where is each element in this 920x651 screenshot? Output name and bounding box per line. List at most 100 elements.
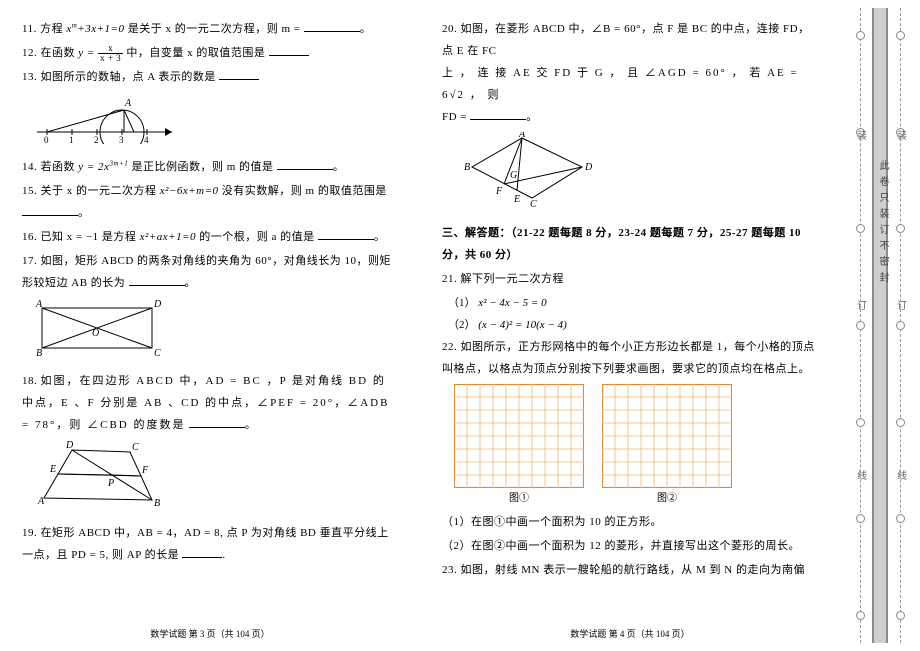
expr: y = 2x3m+1: [78, 161, 131, 173]
circle-icon: [856, 514, 865, 523]
q19: 19. 在矩形 ABCD 中，AB = 4，AD = 8, 点 P 为对角线 B…: [22, 522, 398, 566]
circle-icon: [896, 321, 905, 330]
text: 的一个根，则 a 的值是: [199, 231, 314, 243]
q17: 17. 如图，矩形 ABCD 的两条对角线的夹角为 60°，对角线长为 10，则…: [22, 250, 398, 294]
q11: 11. 方程 xm+3x+1=0 是关于 x 的一元二次方程，则 m = 。: [22, 18, 398, 40]
fraction: x x + 3: [98, 44, 123, 63]
svg-text:2: 2: [94, 135, 99, 144]
q13: 13. 如图所示的数轴，点 A 表示的数是: [22, 66, 398, 88]
q22: 22. 如图所示，正方形网格中的每个小正方形边长都是 1，每个小格的顶点叫格点，…: [442, 336, 818, 380]
circle-icon: [856, 611, 865, 620]
fig-rectangle: AD BC O: [32, 298, 398, 366]
fig-quadrilateral: AB CD EF P: [32, 440, 398, 518]
svg-text:G: G: [510, 170, 517, 181]
bind-text: 订: [893, 300, 908, 316]
svg-text:P: P: [107, 478, 114, 489]
q16: 16. 已知 x = −1 是方程 x²+ax+1=0 的一个根，则 a 的值是…: [22, 226, 398, 248]
binding-strip: 装 订 线 此卷只装订不密封 装 订 线: [840, 0, 920, 651]
svg-text:F: F: [495, 186, 503, 197]
svg-text:E: E: [49, 464, 56, 475]
svg-text:D: D: [153, 299, 162, 310]
text: 如图，矩形 ABCD 的两条对角线的夹角为 60°，对角线长为 10，则矩形较短…: [22, 255, 391, 289]
bind-col-right: 装 订 线: [880, 0, 920, 651]
grid-1: 图①: [454, 384, 584, 509]
text: 如图，射线 MN 表示一艘轮船的航行路线，从 M 到 N 的走向为南偏: [461, 564, 805, 576]
svg-text:A: A: [518, 132, 526, 140]
bind-text: 订: [853, 300, 868, 316]
circle-icon: [856, 224, 865, 233]
q-num: 18.: [22, 375, 37, 387]
text: 是关于 x 的一元二次方程，则 m =: [128, 23, 301, 35]
q12: 12. 在函数 y = x x + 3 中，自变量 x 的取值范围是: [22, 42, 398, 64]
page-footer: 数学试题 第 3 页（共 104 页）: [0, 625, 420, 643]
blank: [129, 277, 185, 286]
grid-svg: [602, 384, 732, 488]
svg-text:3: 3: [119, 135, 124, 144]
svg-text:D: D: [65, 440, 74, 451]
bind-inner-text: 此卷只装订不密封: [875, 160, 890, 288]
grid-2: 图②: [602, 384, 732, 509]
section-3-heading: 三、解答题：（21-22 题每题 8 分，23-24 题每题 7 分，25-27…: [442, 222, 818, 266]
fig-number-line: 0 1 2 3 4 A: [32, 92, 398, 152]
grid-svg: [454, 384, 584, 488]
q21: 21. 解下列一元二次方程: [442, 268, 818, 290]
text: 已知 x = −1 是方程: [41, 231, 137, 243]
svg-text:A: A: [124, 98, 132, 109]
q-num: 12.: [22, 47, 37, 59]
svg-text:C: C: [530, 199, 537, 210]
text: 在函数: [41, 47, 76, 59]
blank: [269, 47, 309, 56]
expr: (x − 4)² = 10(x − 4): [478, 319, 566, 331]
svg-text:4: 4: [144, 135, 149, 144]
svg-text:O: O: [92, 328, 99, 339]
circle-icon: [896, 418, 905, 427]
bind-text: 装: [853, 130, 868, 146]
q23: 23. 如图，射线 MN 表示一艘轮船的航行路线，从 M 到 N 的走向为南偏: [442, 559, 818, 581]
q15: 15. 关于 x 的一元二次方程 x²−6x+m=0 没有实数解，则 m 的取值…: [22, 180, 398, 224]
circle-icon: [896, 611, 905, 620]
q-num: 22.: [442, 341, 457, 353]
expr: y =: [78, 47, 98, 59]
svg-text:A: A: [37, 496, 45, 507]
svg-text:B: B: [464, 162, 470, 173]
q-num: 21.: [442, 273, 457, 285]
svg-text:1: 1: [69, 135, 74, 144]
label: （2）: [448, 319, 476, 331]
blank: [22, 207, 78, 216]
caption: 图①: [454, 489, 584, 509]
denom: x + 3: [98, 54, 123, 63]
quad-svg: AB CD EF P: [32, 440, 172, 510]
svg-text:F: F: [141, 465, 149, 476]
q-num: 19.: [22, 527, 37, 539]
q22-sub2: （2）在图②中画一个面积为 12 的菱形，并直接写出这个菱形的周长。: [442, 535, 818, 557]
q-num: 23.: [442, 564, 457, 576]
svg-text:B: B: [36, 348, 42, 358]
text: 若函数: [41, 161, 76, 173]
q-num: 16.: [22, 231, 37, 243]
text: 关于 x 的一元二次方程: [41, 185, 157, 197]
q-num: 11.: [22, 23, 37, 35]
svg-text:B: B: [154, 498, 160, 509]
blank: [304, 23, 360, 32]
blank: [277, 161, 333, 170]
text: 上 ， 连 接 AE 交 FD 于 G ， 且 ∠AGD = 60° ， 若 A…: [442, 67, 799, 101]
text: 解下列一元二次方程: [461, 273, 565, 285]
circles: [880, 12, 920, 639]
fig-rhombus: AD BC FE G: [452, 132, 818, 218]
page-3: 11. 方程 xm+3x+1=0 是关于 x 的一元二次方程，则 m = 。 1…: [0, 0, 420, 651]
blank: [182, 549, 222, 558]
circle-icon: [856, 31, 865, 40]
circle-icon: [856, 321, 865, 330]
svg-text:C: C: [154, 348, 161, 358]
q-num: 20.: [442, 23, 457, 35]
blank: [219, 71, 259, 80]
text: 是正比例函数，则 m 的值是: [131, 161, 273, 173]
grid-figures: 图① 图②: [454, 384, 818, 509]
q18: 18. 如图，在四边形 ABCD 中，AD = BC ，P 是对角线 BD 的中…: [22, 370, 398, 436]
text: FD =: [442, 111, 467, 123]
q21-sub1: （1） x² − 4x − 5 = 0: [448, 292, 818, 314]
svg-text:0: 0: [44, 135, 49, 144]
text: 中，自变量 x 的取值范围是: [126, 47, 265, 59]
bind-text: 线: [853, 470, 868, 486]
svg-text:E: E: [513, 194, 520, 205]
